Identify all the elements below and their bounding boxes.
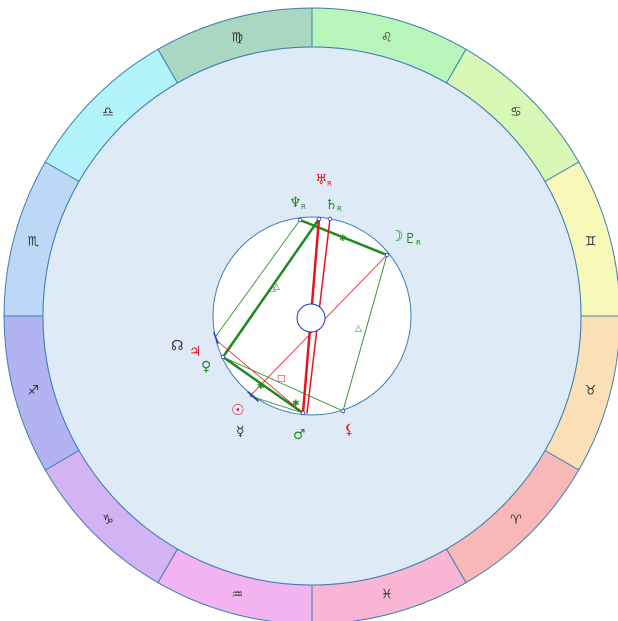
node-tick bbox=[213, 332, 219, 344]
saturn-retro: R bbox=[337, 205, 342, 213]
mercury-glyph: ☿ bbox=[236, 424, 245, 440]
zodiac-glyph-aries: ♈ bbox=[510, 513, 522, 528]
uranus-marker: ♅ R bbox=[315, 172, 332, 188]
uranus-glyph: ♅ bbox=[315, 172, 328, 188]
dot-venus bbox=[220, 354, 226, 360]
dot-mars bbox=[300, 410, 306, 416]
pluto-marker: ♇ R bbox=[404, 231, 421, 247]
aspect-line-thin-green-4 bbox=[249, 395, 304, 414]
sun-marker: ☉ bbox=[231, 401, 244, 419]
sextile-marker-2: ✱ bbox=[257, 382, 265, 392]
sextile-marker-1: ✱ bbox=[339, 234, 347, 244]
trine-marker-2: △ bbox=[273, 282, 280, 292]
planet-position-dots bbox=[220, 216, 390, 416]
zodiac-glyph-capricorn: ♑ bbox=[102, 513, 114, 528]
square-marker: □ bbox=[277, 374, 286, 384]
zodiac-glyph-libra: ♎ bbox=[102, 105, 114, 120]
saturn-marker: ♄ R bbox=[325, 197, 342, 213]
dot-moon bbox=[384, 252, 390, 258]
pluto-retro: R bbox=[416, 239, 421, 247]
dot-lilith bbox=[340, 408, 346, 414]
aspect-line-venus-mars-thick bbox=[221, 355, 305, 415]
uranus-retro: R bbox=[327, 180, 332, 188]
neptune-glyph: ♆ bbox=[289, 195, 302, 211]
sun-mercury-tick bbox=[247, 391, 259, 402]
dot-neptune bbox=[297, 217, 303, 223]
trine-marker-3: △ bbox=[355, 324, 362, 334]
aspect-line-thin-green-3 bbox=[222, 356, 344, 412]
lilith-glyph: ⚸ bbox=[344, 422, 354, 438]
aspect-line-sextile-thick bbox=[298, 218, 389, 257]
mercury-marker: ☿ bbox=[236, 424, 245, 440]
trine-marker-1: △ bbox=[269, 284, 276, 294]
venus-glyph: ♀ bbox=[201, 359, 211, 375]
aspect-line-thin-red-1 bbox=[215, 339, 304, 414]
aspect-line-thin-green-2 bbox=[342, 254, 388, 412]
jupiter-glyph: ♃ bbox=[189, 344, 202, 360]
north-node-marker: ☊ bbox=[171, 338, 183, 354]
planet-glyphs: ♅ R ♆ R ♄ R ☽ ♇ R ☊ ♃ ♀ ☉ ☿ bbox=[171, 172, 421, 443]
saturn-glyph: ♄ bbox=[325, 197, 338, 213]
mars-glyph: ♂ bbox=[293, 427, 306, 443]
dot-uranus bbox=[327, 216, 333, 222]
sun-glyph: ☉ bbox=[231, 401, 244, 419]
zodiac-glyph-scorpio: ♏ bbox=[28, 234, 40, 249]
venus-marker: ♀ bbox=[201, 359, 211, 375]
jupiter-marker: ♃ bbox=[189, 344, 202, 360]
center-circle bbox=[296, 303, 326, 333]
lilith-marker: ⚸ bbox=[344, 422, 354, 438]
neptune-retro: R bbox=[301, 203, 306, 211]
aspect-line-trine-thick bbox=[221, 217, 321, 359]
moon-marker: ☽ bbox=[390, 227, 403, 245]
zodiac-glyph-virgo: ♍ bbox=[232, 30, 244, 45]
zodiac-glyph-sagittarius: ♐ bbox=[28, 384, 40, 399]
north-node-glyph: ☊ bbox=[171, 338, 183, 354]
moon-glyph: ☽ bbox=[390, 227, 403, 245]
dot-saturn bbox=[316, 216, 322, 222]
mars-marker: ♂ bbox=[293, 427, 306, 443]
zodiac-glyph-taurus: ♉ bbox=[585, 384, 597, 399]
aspect-line-thin-green-1 bbox=[215, 219, 301, 337]
zodiac-glyph-aquarius: ♒ bbox=[232, 588, 244, 603]
zodiac-glyph-leo: ♌ bbox=[381, 30, 393, 45]
pluto-glyph: ♇ bbox=[404, 231, 417, 247]
aspect-markers: △ △ △ ✱ ✱ ✱ □ bbox=[257, 234, 362, 409]
zodiac-ring: ♑ ♐ ♏ ♎ ♍ ♌ ♋ ♊ ♉ ♈ ♓ ♒ bbox=[3, 7, 618, 621]
zodiac-glyph-cancer: ♋ bbox=[510, 105, 522, 120]
sextile-marker-3: ✱ bbox=[292, 399, 300, 409]
zodiac-glyph-gemini: ♊ bbox=[585, 234, 597, 249]
neptune-marker: ♆ R bbox=[289, 195, 306, 211]
zodiac-glyph-pisces: ♓ bbox=[381, 588, 393, 603]
